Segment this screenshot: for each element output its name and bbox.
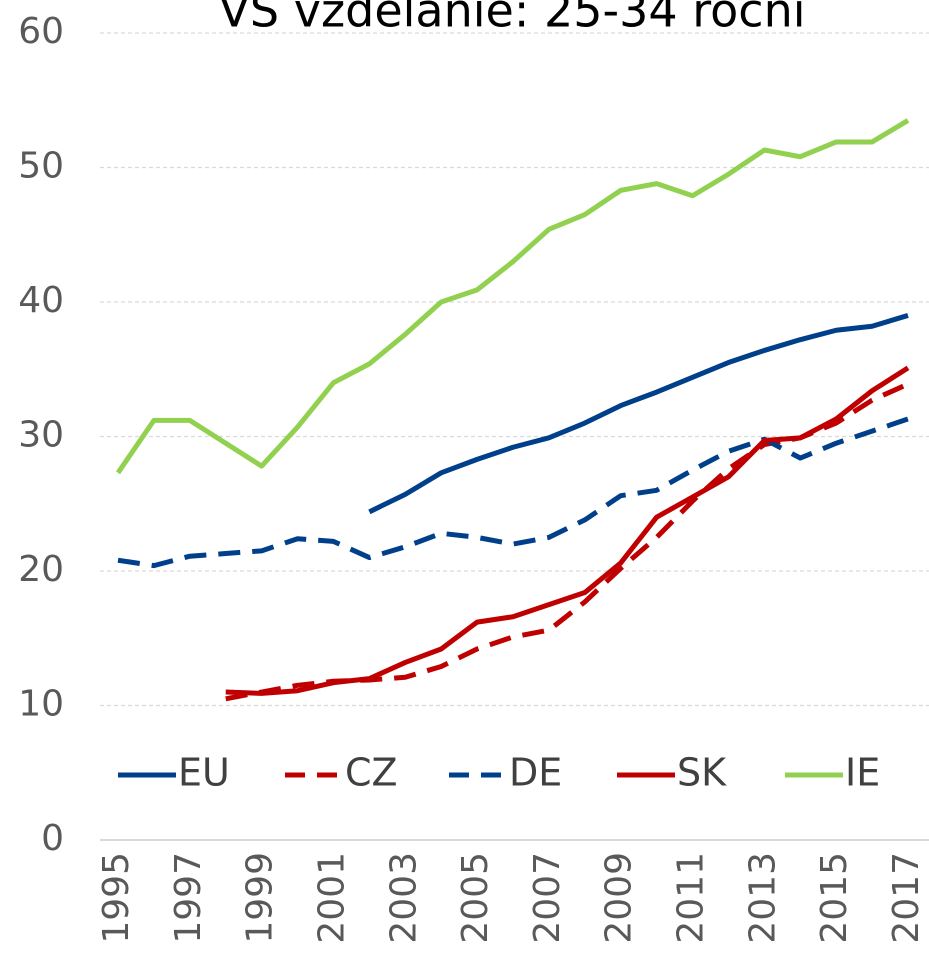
- legend-item: SK: [617, 751, 727, 795]
- legend-text: IE: [845, 751, 880, 795]
- x-tick-label: 2001: [311, 852, 352, 944]
- y-tick-label: 30: [18, 415, 64, 456]
- legend-text: CZ: [345, 751, 398, 795]
- y-tick-label: 10: [18, 684, 64, 725]
- legend-item: CZ: [285, 751, 398, 795]
- x-tick-label: 1997: [168, 852, 209, 944]
- x-tick-label: 1999: [240, 852, 281, 944]
- x-tick-label: 2013: [742, 852, 783, 944]
- x-tick-label: 2009: [599, 852, 640, 944]
- x-tick-label: 2017: [886, 852, 927, 944]
- x-tick-label: 2003: [383, 852, 424, 944]
- series-line: [368, 313, 909, 515]
- y-tick-label: 40: [18, 280, 64, 321]
- legend-text: SK: [677, 751, 727, 795]
- chart-title: VŠ vzdelanie: 25-34 roční: [218, 0, 806, 38]
- legend-text: EU: [178, 751, 230, 795]
- series-line: [115, 118, 910, 475]
- legend-item: IE: [785, 751, 880, 795]
- x-tick-label: 2011: [671, 852, 712, 944]
- y-tick-label: 20: [18, 549, 64, 590]
- x-tick-label: 2005: [455, 852, 496, 944]
- x-tick-label: 2007: [527, 852, 568, 944]
- y-tick-label: 60: [18, 11, 64, 52]
- legend-text: DE: [509, 751, 562, 795]
- y-tick-label: 0: [41, 818, 64, 859]
- y-tick-label: 50: [18, 146, 64, 187]
- legend-item: DE: [449, 751, 562, 795]
- x-tick-label: 1995: [96, 852, 137, 944]
- x-tick-label: 2015: [814, 852, 855, 944]
- series-line: [117, 416, 909, 569]
- series-line: [225, 365, 910, 696]
- legend-item: EU: [118, 751, 230, 795]
